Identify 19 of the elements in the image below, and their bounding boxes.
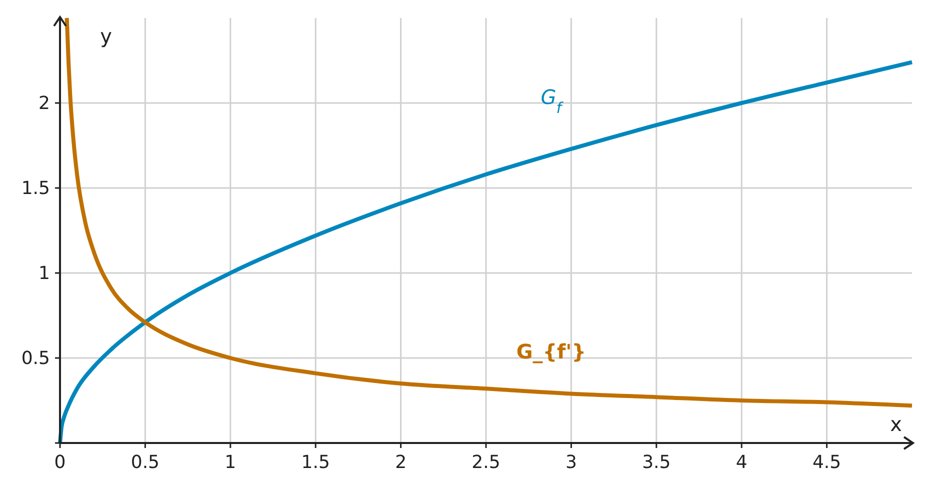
x-tick-label: 0 [54,452,66,473]
x-tick-label: 1 [224,452,236,473]
x-tick-label: 2 [395,452,407,473]
x-tick-label: 4 [736,452,748,473]
y-tick-label: 0.5 [21,348,50,369]
y-tick-label: 2 [38,93,50,114]
x-axis-title: x [890,412,902,436]
x-tick-label: 3.5 [642,452,671,473]
y-tick-label: 1 [38,263,50,284]
series-label: G$_{f}$ [540,84,564,117]
y-tick-label: 1.5 [21,178,50,199]
line-series [64,16,914,408]
x-tick-label: 2.5 [472,452,500,473]
y-axis-title: y [100,24,112,48]
x-tick-label: 3 [565,452,577,473]
x-tick-label: 4.5 [812,452,842,473]
series-label: G_{f'} [516,340,586,364]
x-tick-label: 1.5 [301,452,330,473]
x-tick-label: 0.5 [130,452,160,473]
